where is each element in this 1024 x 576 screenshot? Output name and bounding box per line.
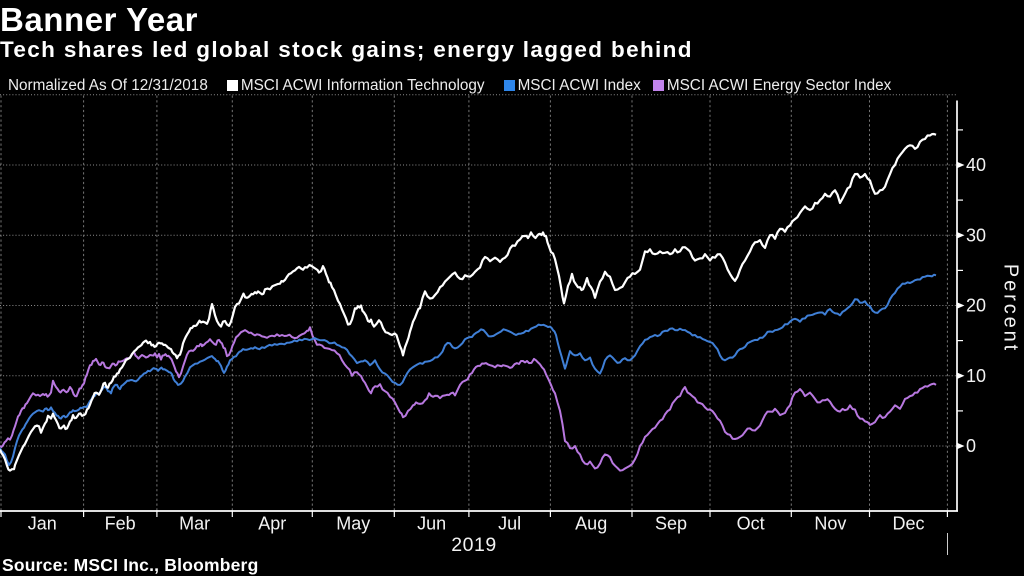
svg-text:2019: 2019 (451, 534, 496, 556)
svg-text:Aug: Aug (575, 514, 607, 534)
svg-text:40: 40 (966, 155, 986, 175)
svg-text:20: 20 (966, 296, 986, 316)
svg-text:Dec: Dec (892, 514, 924, 534)
svg-text:Oct: Oct (737, 514, 765, 534)
svg-text:30: 30 (966, 225, 986, 245)
svg-text:Jul: Jul (498, 514, 521, 534)
svg-text:0: 0 (966, 436, 976, 456)
svg-text:Jun: Jun (417, 514, 446, 534)
svg-text:Nov: Nov (814, 514, 846, 534)
svg-text:10: 10 (966, 366, 986, 386)
svg-text:Sep: Sep (655, 514, 687, 534)
svg-text:Mar: Mar (179, 514, 210, 534)
svg-text:Percent: Percent (1000, 264, 1022, 353)
svg-text:Apr: Apr (258, 514, 286, 534)
svg-text:Jan: Jan (28, 514, 57, 534)
svg-text:May: May (336, 514, 370, 534)
svg-text:Feb: Feb (105, 514, 136, 534)
